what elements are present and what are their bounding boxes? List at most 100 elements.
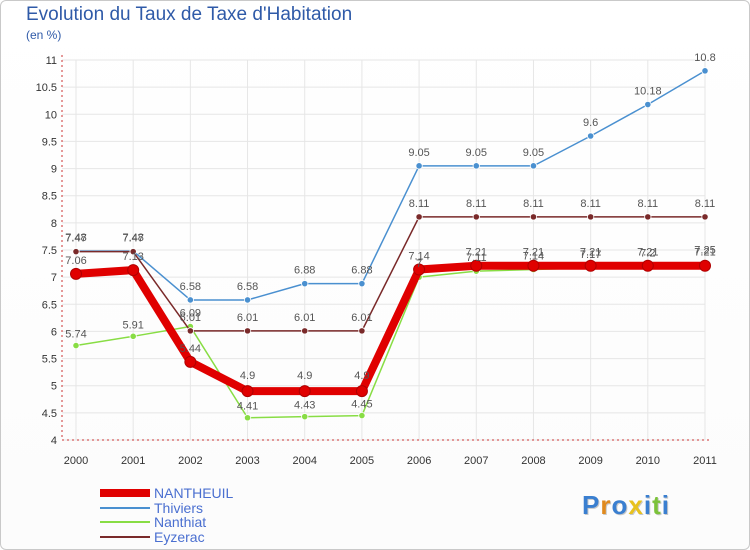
data-point [415, 162, 423, 170]
data-label: 7.21 [523, 247, 544, 259]
y-tick-label: 10.5 [36, 82, 57, 94]
data-label: 8.11 [638, 198, 659, 210]
data-point [301, 280, 309, 288]
data-point [70, 267, 82, 280]
data-point [186, 327, 194, 335]
series-line-nantheuil [75, 261, 705, 396]
data-label: 7.14 [523, 251, 544, 263]
data-label: 7.47 [65, 233, 86, 245]
data-point [701, 67, 709, 75]
data-label: 4.41 [237, 401, 258, 413]
data-point [644, 100, 652, 109]
series-line-eyzerac [76, 216, 705, 332]
data-label: 9.05 [523, 147, 544, 159]
data-point [355, 385, 368, 398]
data-label: 6.01 [294, 312, 315, 324]
data-point [527, 259, 540, 272]
data-point [243, 327, 252, 335]
data-label: 5.44 [180, 343, 201, 355]
data-point [358, 280, 366, 288]
chart-title: Evolution du Taux de Taxe d'Habitation [26, 4, 353, 25]
legend-item: Eyzerac [100, 529, 233, 545]
data-point [529, 213, 538, 221]
y-tick-label: 10 [45, 109, 57, 121]
data-label: 5.74 [65, 329, 86, 341]
data-label: 10.8 [694, 52, 715, 64]
data-label: 7.06 [65, 255, 86, 267]
data-label: 8.11 [580, 198, 601, 210]
data-label: 4.9 [297, 370, 312, 382]
x-tick-label: 2002 [178, 455, 202, 467]
data-label: 6.01 [237, 312, 258, 324]
data-point [129, 332, 137, 340]
logo-letter: P [582, 490, 601, 520]
data-label: 4.9 [354, 370, 369, 382]
x-tick-label: 2011 [693, 455, 717, 467]
legend-swatch [100, 535, 150, 538]
legend: NANTHEUIL Thiviers Nanthiat Eyzerac [100, 485, 234, 545]
data-point [587, 213, 595, 221]
data-point [470, 259, 483, 272]
data-label: 6.58 [180, 281, 201, 293]
data-point [699, 259, 711, 272]
data-label: 4.9 [240, 370, 255, 382]
data-point [243, 296, 252, 304]
x-tick-label: 2007 [464, 455, 488, 467]
data-label: 7.11 [466, 252, 487, 264]
legend-label: NANTHEUIL [154, 485, 234, 502]
data-point [186, 296, 194, 304]
data-point [72, 341, 80, 350]
y-axis-unit: (en %) [26, 28, 62, 42]
legend-swatch [100, 506, 150, 509]
data-point [644, 213, 652, 221]
data-label: 8.11 [466, 198, 487, 210]
logo-letter: o [611, 490, 629, 520]
data-label: 6.88 [294, 265, 315, 277]
data-label: 10.18 [634, 86, 662, 98]
data-point [413, 263, 426, 276]
data-point [127, 264, 140, 277]
data-label: 7.21 [694, 247, 715, 259]
y-tick-label: 9.5 [42, 136, 57, 148]
data-label: 7.21 [637, 247, 658, 259]
logo-letter: i [643, 490, 653, 520]
x-tick-label: 2004 [292, 455, 316, 467]
logo-letter: x [628, 490, 644, 520]
y-tick-label: 4.5 [42, 408, 57, 420]
data-point [415, 213, 423, 221]
data-label: 6.01 [351, 312, 372, 324]
data-label: 8.11 [409, 198, 430, 210]
legend-item: Nanthiat [100, 514, 233, 531]
logo-letter: r [600, 490, 612, 520]
data-point [301, 413, 309, 421]
data-point [72, 248, 80, 256]
y-tick-label: 7 [51, 272, 57, 284]
x-tick-label: 2000 [64, 455, 88, 467]
legend-label: Nanthiat [154, 514, 207, 531]
x-tick-label: 2003 [235, 455, 259, 467]
data-point [298, 385, 311, 398]
data-label: 7.2 [640, 247, 655, 259]
y-tick-label: 6.5 [42, 299, 57, 311]
data-label: 9.05 [466, 147, 487, 159]
data-label: 7.13 [122, 251, 143, 263]
data-point [587, 132, 595, 140]
data-label: 4.45 [351, 399, 372, 411]
data-point [472, 162, 480, 170]
y-tick-label: 4 [51, 435, 57, 447]
data-label: 7.21 [580, 247, 601, 259]
data-point [241, 385, 254, 398]
x-tick-label: 2008 [521, 455, 545, 467]
data-label: 6.58 [237, 281, 258, 293]
data-label: 6.01 [180, 312, 201, 324]
x-tick-label: 2005 [350, 455, 374, 467]
data-label: 7 [416, 258, 422, 270]
y-tick-label: 9 [51, 164, 57, 176]
logo-letter: i [661, 490, 670, 520]
data-label: 8.11 [523, 198, 544, 210]
data-label: 6.09 [180, 308, 201, 320]
data-label: 9.6 [583, 117, 598, 129]
legend-swatch [100, 489, 150, 498]
data-label: 5.91 [122, 319, 143, 331]
legend-item: Thiviers [100, 500, 233, 516]
